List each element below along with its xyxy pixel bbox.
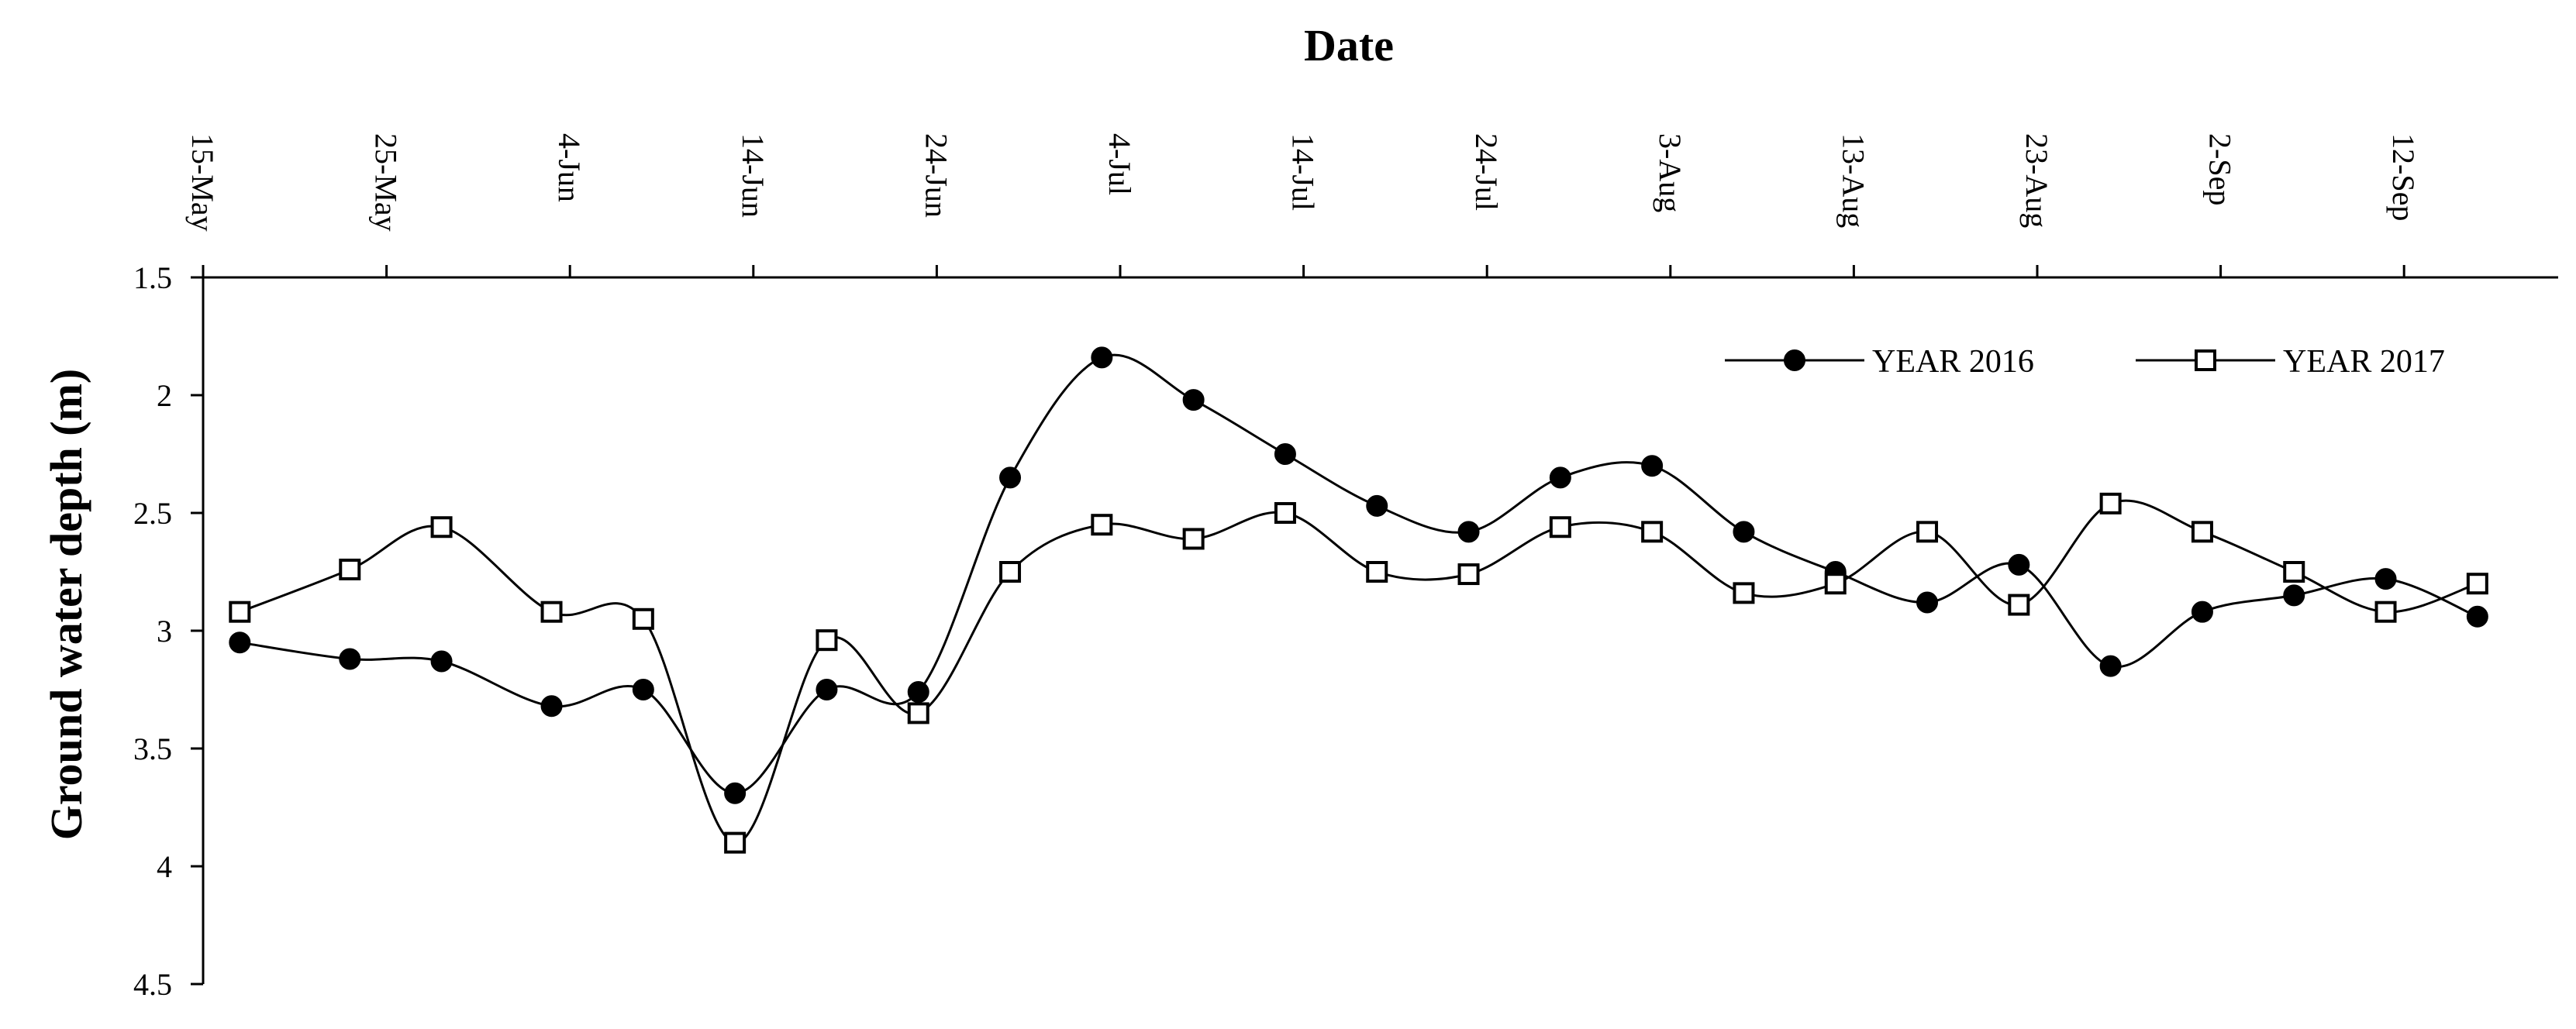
series-layer [229,346,2488,854]
data-point [430,516,453,539]
data-point [2191,601,2213,623]
data-point [1274,502,1296,524]
x-tick-label: 14-Jun [736,133,771,218]
data-point [229,632,251,654]
data-point [2466,605,2488,628]
data-point [1366,494,1388,517]
legend: YEAR 2016 YEAR 2017 [1725,344,2445,380]
series-year-2017 [229,492,2488,854]
y-axis-title: Ground water depth (m) [41,369,91,841]
legend-marker [2195,349,2216,371]
data-point [999,466,1022,489]
x-tick-label: 13-Aug [1836,133,1871,228]
data-point [2008,594,2030,616]
data-point [2191,521,2213,543]
series-year-2016 [229,346,2488,804]
data-point [1549,516,1571,539]
data-point [1733,521,1755,543]
data-point [1549,466,1571,489]
data-point [540,601,563,623]
data-point [339,558,361,580]
data-point [339,648,361,670]
x-tick-label: 15-May [185,133,220,232]
data-point [1641,455,1664,477]
axes: 1.5 2 2.5 3 3.5 4 4.5 15-May 25-May 4-Jun 14-Jun 24… [133,133,2558,1002]
data-point [1916,521,1939,543]
x-tick-label: 25-May [369,133,404,232]
y-tick-label: 4 [157,849,172,884]
y-tick-label: 3 [157,614,172,649]
series-line [239,499,2478,845]
x-tick-label: 12-Sep [2386,133,2421,221]
data-point [816,679,838,700]
data-point [1182,389,1205,411]
data-point [1916,591,1939,614]
legend-item: YEAR 2017 [2136,344,2445,380]
data-point [1457,563,1480,586]
x-tick-label: 14-Jul [1286,133,1321,211]
x-tick-label: 23-Aug [2019,133,2054,228]
data-point [1457,521,1480,543]
x-tick-label: 4-Jun [552,133,587,202]
data-point [2374,601,2397,623]
data-point [430,650,453,673]
data-point [229,601,251,623]
data-point [1366,561,1388,583]
data-point [632,607,654,630]
legend-item: YEAR 2016 [1725,344,2034,380]
data-point [2466,573,2488,595]
data-point [2099,492,2122,514]
y-tick-label: 4.5 [133,967,172,1002]
data-point [1824,573,1847,595]
data-point [2283,561,2305,583]
data-point [1091,346,1113,369]
data-point [2374,568,2397,590]
y-tick-label: 2.5 [133,496,172,531]
data-point [2283,584,2305,607]
data-point [999,561,1022,583]
y-tick-label: 3.5 [133,731,172,766]
data-point [724,782,747,804]
x-tick-label: 4-Jul [1102,133,1137,195]
data-point [907,702,929,724]
legend-marker [1784,349,1805,371]
data-point [632,679,654,700]
series-line [240,353,2478,795]
x-tick-label: 3-Aug [1653,133,1688,212]
data-point [1091,514,1113,536]
x-axis-title: Date [1304,20,1394,71]
data-point [2008,553,2030,576]
x-tick-label: 2-Sep [2203,133,2238,205]
data-point [816,629,838,652]
data-point [1182,528,1205,550]
data-point [1641,521,1664,543]
x-tick-label: 24-Jul [1469,133,1504,211]
x-tick-label: 24-Jun [919,133,953,218]
legend-label: YEAR 2016 [1872,344,2034,380]
y-tick-label: 1.5 [133,260,172,295]
y-tick-label: 2 [157,378,172,413]
data-point [907,681,929,704]
data-point [2099,655,2122,677]
data-point [540,695,563,718]
data-point [1733,582,1755,604]
data-point [724,831,747,854]
data-point [1274,443,1296,465]
legend-label: YEAR 2017 [2283,344,2445,380]
